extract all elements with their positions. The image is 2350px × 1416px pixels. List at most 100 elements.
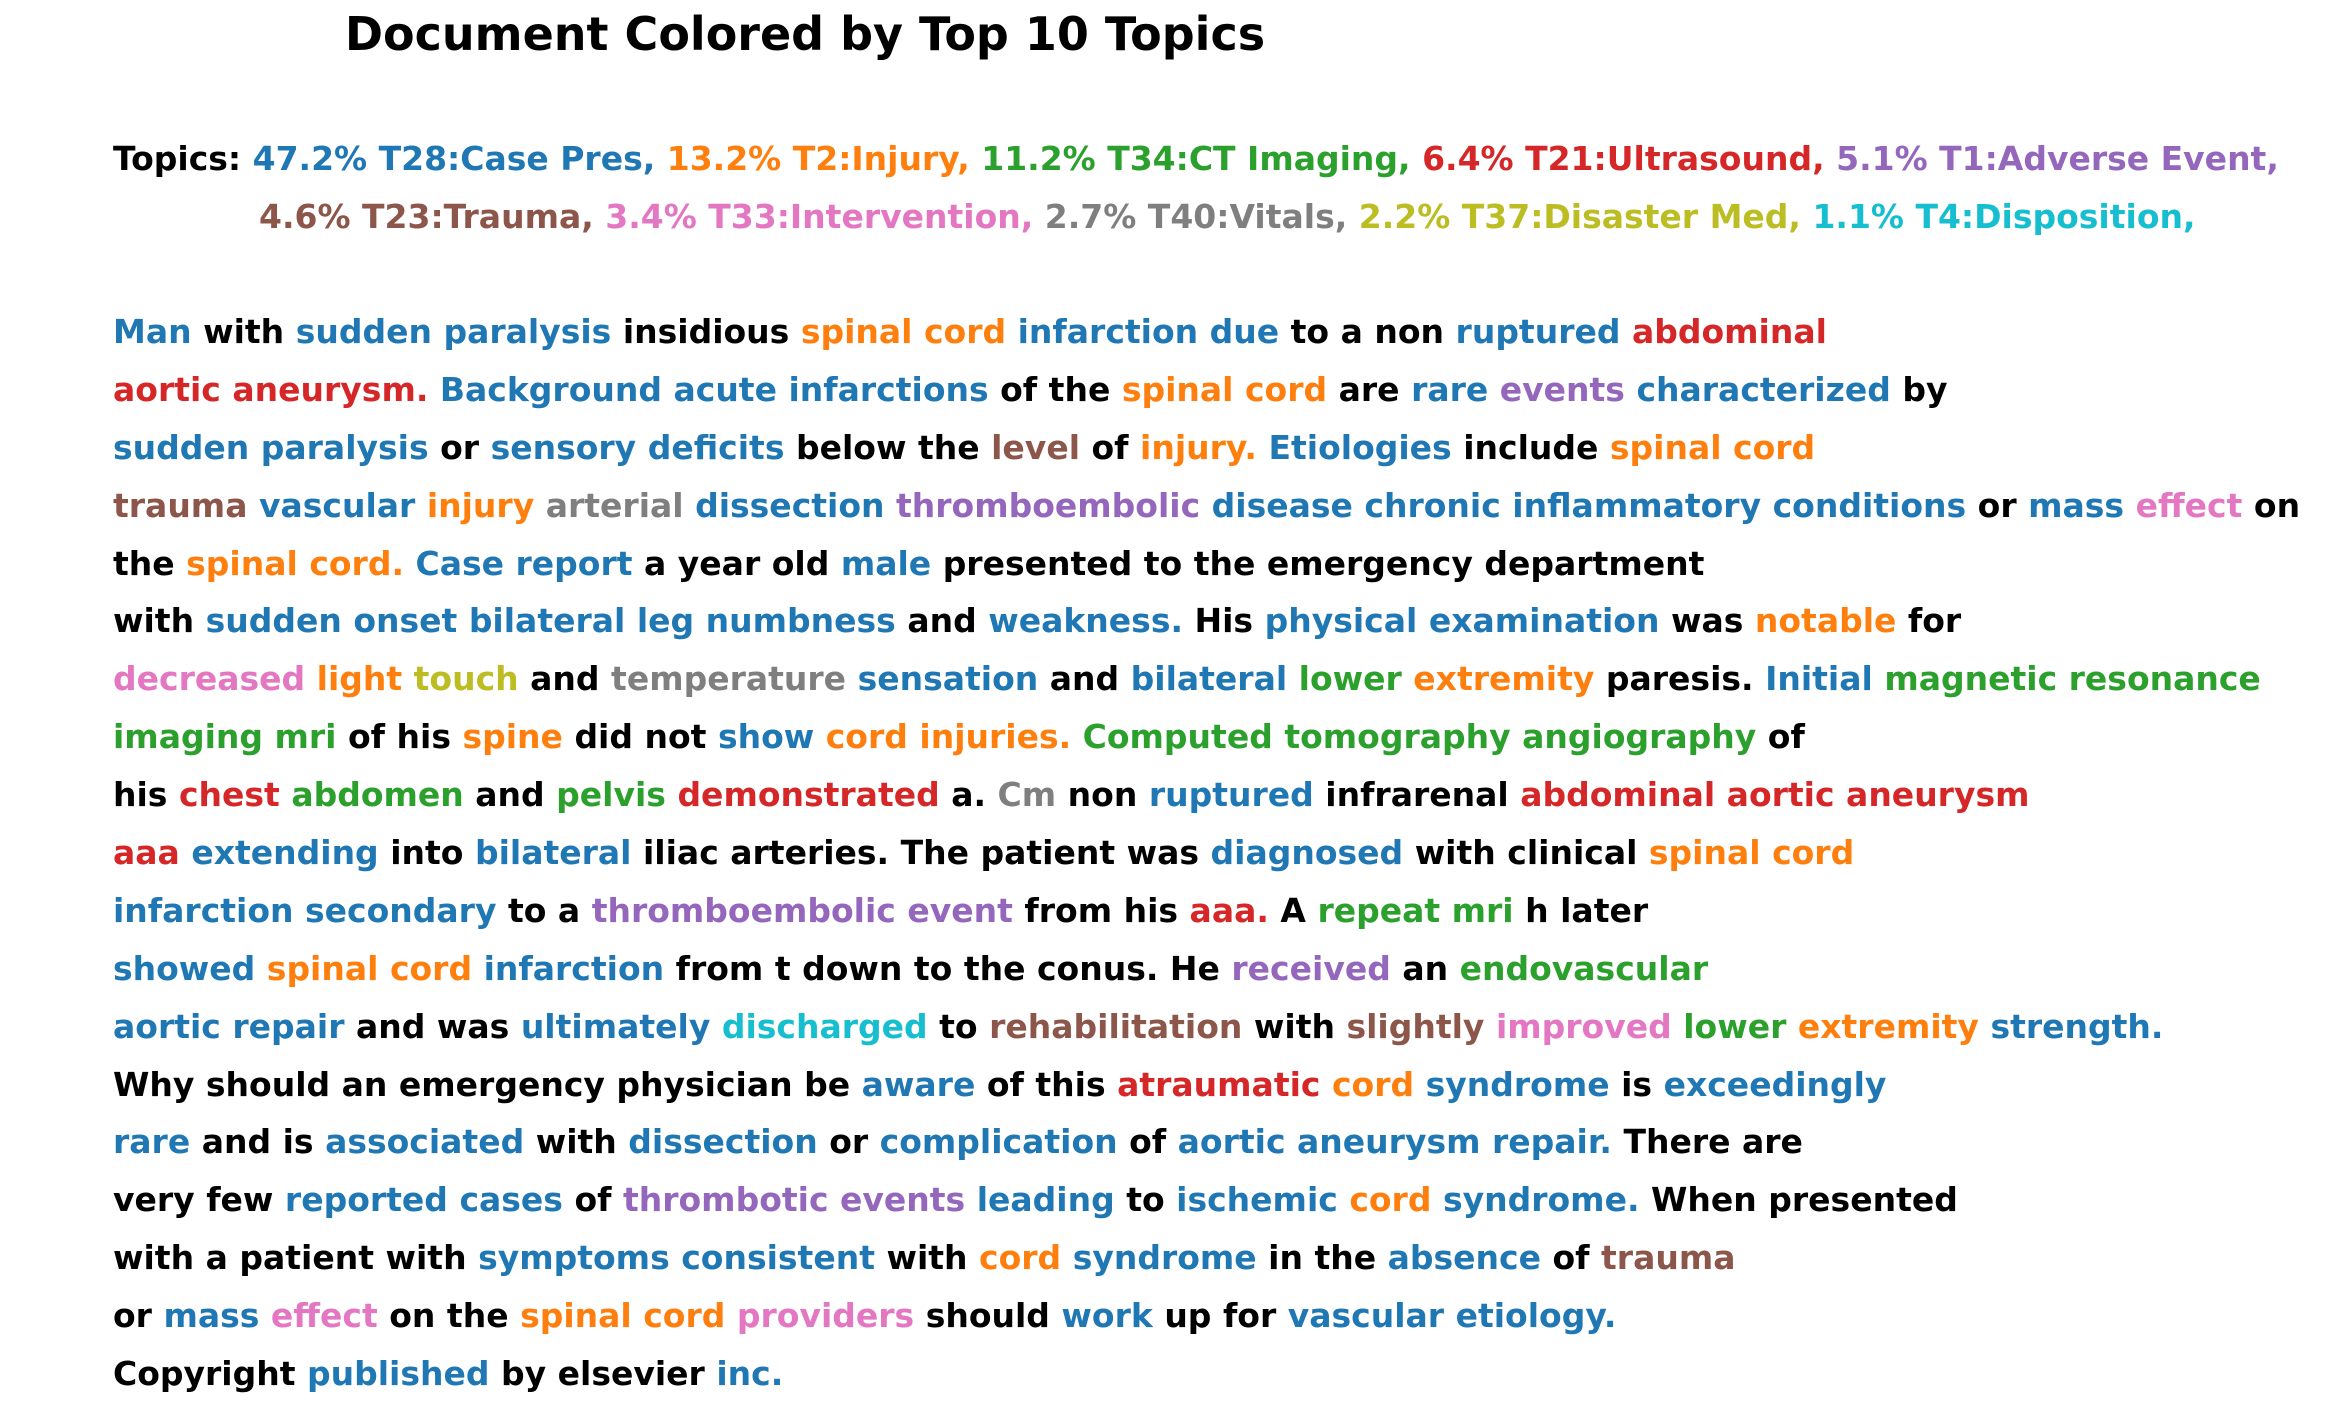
document-word: notable xyxy=(1754,601,1897,641)
document-word: infarction xyxy=(113,890,294,930)
document-word: paralysis xyxy=(443,312,612,351)
document-word: repeat xyxy=(1317,890,1441,930)
topics-legend-line: 4.6% T23:Trauma, 3.4% T33:Intervention, … xyxy=(113,188,2279,246)
document-word: atraumatic xyxy=(1117,1064,1321,1104)
document-word: tomography xyxy=(1284,717,1511,757)
document-word: chest xyxy=(178,775,280,815)
document-word: the xyxy=(1048,369,1111,409)
document-word: spinal xyxy=(186,543,298,583)
document-word: work xyxy=(1061,1296,1153,1336)
document-word: arterial xyxy=(545,485,684,525)
document-word: up xyxy=(1164,1296,1212,1336)
document-word: Case xyxy=(415,543,504,583)
document-word: received xyxy=(1231,948,1391,988)
document-word: iliac xyxy=(642,833,719,873)
document-word: with xyxy=(385,1238,467,1278)
document-line: infarction secondary to a thromboembolic… xyxy=(113,882,2300,940)
document-word: examination xyxy=(1428,601,1660,641)
document-word: for xyxy=(1907,601,1962,641)
document-word: to xyxy=(507,890,547,930)
document-word: cord xyxy=(1772,833,1855,873)
document-word: cord xyxy=(1733,427,1816,467)
topics-legend-line: Topics: 47.2% T28:Case Pres, 13.2% T2:In… xyxy=(113,130,2279,188)
document-word: a xyxy=(1340,312,1363,351)
document-word: clinical xyxy=(1507,833,1638,873)
document-word: slightly xyxy=(1346,1006,1485,1046)
document-word: aaa. xyxy=(1189,890,1269,930)
document-word: spinal xyxy=(1121,369,1234,409)
document-word: a xyxy=(644,543,667,583)
document-word: complication xyxy=(879,1122,1118,1162)
document-word: magnetic xyxy=(1884,659,2058,699)
document-word: was xyxy=(1670,601,1744,641)
document-word: symptoms xyxy=(478,1238,670,1278)
document-word: His xyxy=(1194,601,1254,641)
document-word: later xyxy=(1560,890,1649,930)
document-word: by xyxy=(501,1354,547,1394)
document-word: leading xyxy=(976,1180,1115,1220)
document-word: to xyxy=(1143,543,1183,583)
document-word: a. xyxy=(951,775,987,815)
document-word: showed xyxy=(113,948,256,988)
document-word: touch xyxy=(413,659,519,699)
document-line: aortic aneurysm. Background acute infarc… xyxy=(113,361,2300,419)
document-word: sudden xyxy=(205,601,342,641)
document-word: include xyxy=(1463,427,1599,467)
document-word: bilateral xyxy=(1130,659,1288,699)
topic-legend-entry: 2.2% T37:Disaster Med, xyxy=(1358,197,1801,236)
document-word: very xyxy=(113,1180,195,1220)
document-word: paresis. xyxy=(1605,659,1754,699)
document-word: in xyxy=(1268,1238,1303,1278)
document-word: a xyxy=(205,1238,228,1278)
document-word: his xyxy=(1123,890,1179,930)
document-word: repair xyxy=(232,1006,345,1046)
document-word: presented xyxy=(1768,1180,1958,1220)
document-word: spinal xyxy=(266,948,379,988)
document-word: and xyxy=(907,601,977,641)
document-word: thromboembolic xyxy=(896,485,1201,525)
document-word: from xyxy=(675,948,764,988)
topic-legend-entry: 11.2% T34:CT Imaging, xyxy=(981,139,1411,178)
document-word: be xyxy=(804,1064,851,1104)
document-word: syndrome. xyxy=(1442,1180,1640,1220)
document-word: into xyxy=(390,833,464,873)
document-line: aaa extending into bilateral iliac arter… xyxy=(113,824,2300,882)
document-word: associated xyxy=(325,1122,525,1162)
document-word: the xyxy=(963,948,1026,988)
document-word: rare xyxy=(113,1122,191,1162)
document-line: or mass effect on the spinal cord provid… xyxy=(113,1287,2300,1345)
document-word: with xyxy=(113,601,195,641)
document-word: is xyxy=(282,1122,314,1162)
topics-legend: Topics: 47.2% T28:Case Pres, 13.2% T2:In… xyxy=(113,130,2279,246)
document-word: did xyxy=(574,717,633,757)
document-word: department xyxy=(1484,543,1705,583)
document-word: old xyxy=(771,543,830,583)
document-word: injury. xyxy=(1140,427,1257,467)
document-word: cases xyxy=(459,1180,563,1220)
document-line: rare and is associated with dissection o… xyxy=(113,1113,2300,1171)
document-word: cord xyxy=(1244,369,1328,409)
document-word: elsevier xyxy=(557,1354,705,1394)
document-word: cord xyxy=(389,948,473,988)
document-word: resonance xyxy=(2068,659,2261,699)
document-word: h xyxy=(1525,890,1549,930)
document-word: an xyxy=(341,1064,388,1104)
document-word: this xyxy=(1035,1064,1106,1104)
document-word: level xyxy=(991,427,1081,467)
document-word: cord xyxy=(979,1238,1062,1278)
topics-label: Topics: xyxy=(113,139,253,178)
document-word: to xyxy=(1126,1180,1165,1220)
document-word: bilateral xyxy=(474,833,632,873)
document-word: with xyxy=(203,312,285,351)
document-word: syndrome xyxy=(1425,1064,1610,1104)
document-word: dissection xyxy=(628,1122,818,1162)
document-word: aortic xyxy=(113,1006,221,1046)
document-word: to xyxy=(1290,312,1330,351)
document-word: a xyxy=(557,890,581,930)
document-word: cord xyxy=(643,1296,726,1336)
document-line: aortic repair and was ultimately dischar… xyxy=(113,998,2300,1056)
document-word: the xyxy=(1314,1238,1377,1278)
document-word: inc. xyxy=(716,1354,784,1394)
document-word: lower xyxy=(1683,1006,1787,1046)
document-word: non xyxy=(1374,312,1445,351)
